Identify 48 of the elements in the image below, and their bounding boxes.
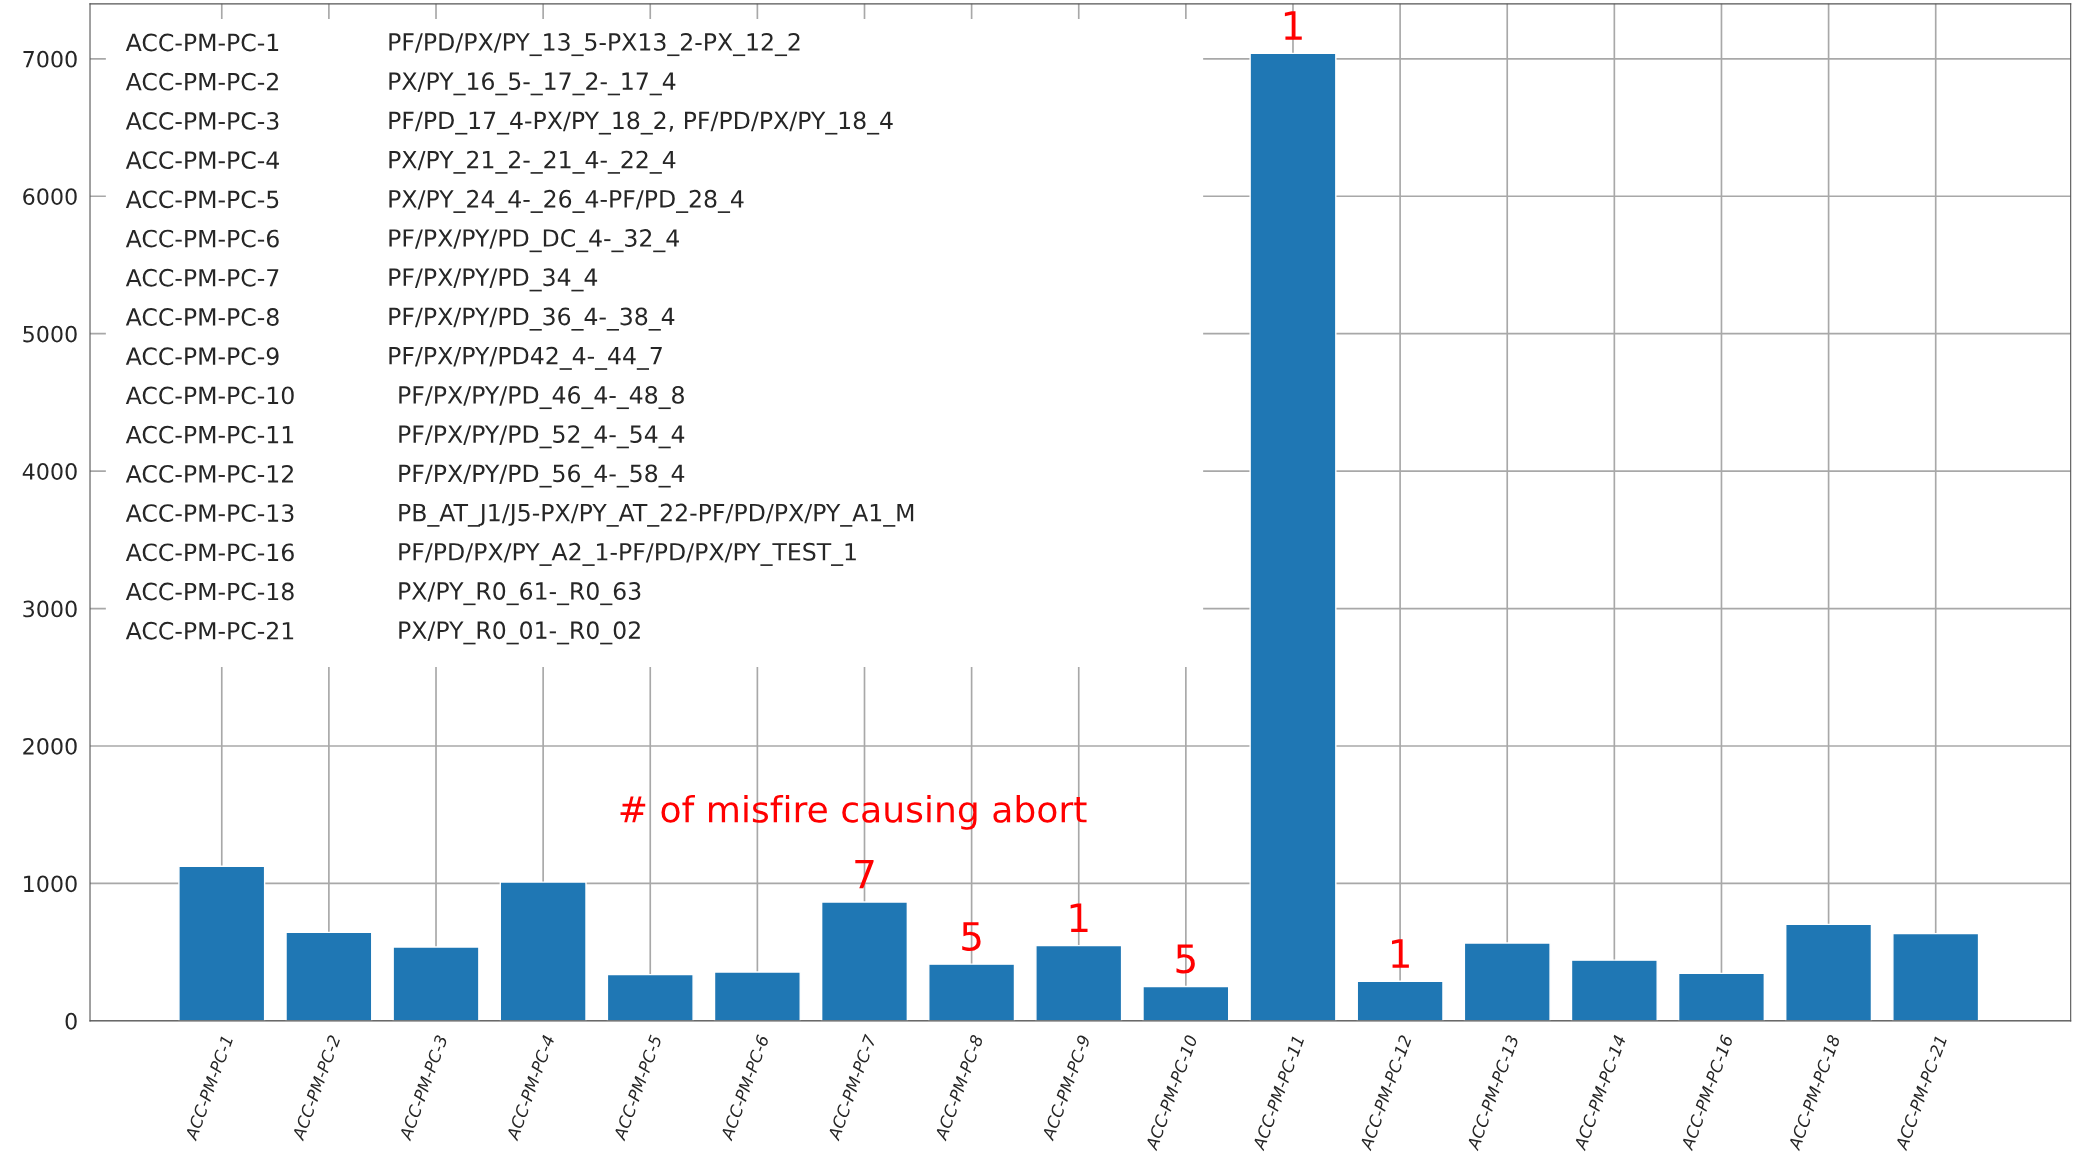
bar <box>820 901 909 1021</box>
bar <box>1249 52 1337 1021</box>
annotation: 5 <box>1176 944 1195 974</box>
text: ACC-PM-PC-1 PF/PD/PX/PY_13_5-PX13_2-PX_12_2 <box>125 32 800 57</box>
bar <box>499 881 587 1021</box>
annotation: 5 <box>962 922 981 952</box>
text: ACC-PM-PC-4 PX/PY_21_2-_21_4-_22_4 <box>125 150 676 174</box>
text: ACC-PM-PC-9 PF/PX/PY/PD42_4-_44_7 <box>125 346 662 370</box>
bar <box>1677 972 1766 1021</box>
y-tick-label: 4000 <box>22 463 77 480</box>
text: ACC-PM-PC-10 PF/PX/PY/PD_46_4-_48_8 <box>125 385 684 410</box>
bar <box>1142 985 1230 1021</box>
text: ACC-PM-PC-18 PX/PY_R0_61-_R0_63 <box>125 582 641 606</box>
bar <box>285 931 373 1021</box>
y-tick-label: 6000 <box>23 188 77 206</box>
text: ACC-PM-PC-2 PX/PY_16_5-_17_2-_17_4 <box>125 72 676 96</box>
bar <box>392 946 480 1021</box>
text: ACC-PM-PC-11 PF/PX/PY/PD_52_4-_54_4 <box>125 425 685 449</box>
text: ACC-PM-PC-8 PF/PX/PY/PD_36_4-_38_4 <box>125 307 675 331</box>
text: ACC-PM-PC-5 PX/PY_24_4-_26_4-PF/PD_28_4 <box>125 189 744 213</box>
bar <box>928 963 1016 1021</box>
annotation: 1 <box>1392 939 1409 968</box>
y-tick-label: 5000 <box>23 325 77 343</box>
annotation: # of misfire causing abort <box>620 794 1087 830</box>
bar <box>606 973 694 1021</box>
y-tick-label: 7000 <box>23 50 77 68</box>
bar <box>713 971 801 1021</box>
text: ACC-PM-PC-6 PF/PX/PY/PD_DC_4-_32_4 <box>125 229 679 253</box>
annotation: 1 <box>1070 903 1088 932</box>
annotation: 7 <box>855 860 874 889</box>
bar <box>1570 959 1658 1021</box>
text: ACC-PM-PC-13 PB_AT_J1/J5-PX/PY_AT_22-PF/PD/PX/PY_A1_M <box>125 503 914 527</box>
text: ACC-PM-PC-3 PF/PD_17_4-PX/PY_18_2, PF/PD/PX/PY_18_4 <box>125 111 893 135</box>
bar <box>1356 980 1444 1021</box>
text: ACC-PM-PC-7 PF/PX/PY/PD_34_4 <box>125 268 598 292</box>
bar <box>1035 944 1123 1021</box>
y-tick-label: 3000 <box>23 600 77 618</box>
text: ACC-PM-PC-16 PF/PD/PX/PY_A2_1-PF/PD/PX/PY_TEST_1 <box>125 542 856 566</box>
bar <box>1463 942 1551 1021</box>
y-tick-label: 1000 <box>24 875 77 893</box>
bar <box>1785 923 1873 1021</box>
bar <box>178 865 266 1021</box>
text: ACC-PM-PC-21 PX/PY_R0_01-_R0_02 <box>125 621 640 645</box>
y-tick-label: 0 <box>65 1012 77 1030</box>
y-tick-label: 2000 <box>23 737 77 755</box>
bar <box>1892 932 1980 1021</box>
annotation: 1 <box>1284 11 1302 40</box>
text: ACC-PM-PC-12 PF/PX/PY/PD_56_4-_58_4 <box>125 464 685 488</box>
